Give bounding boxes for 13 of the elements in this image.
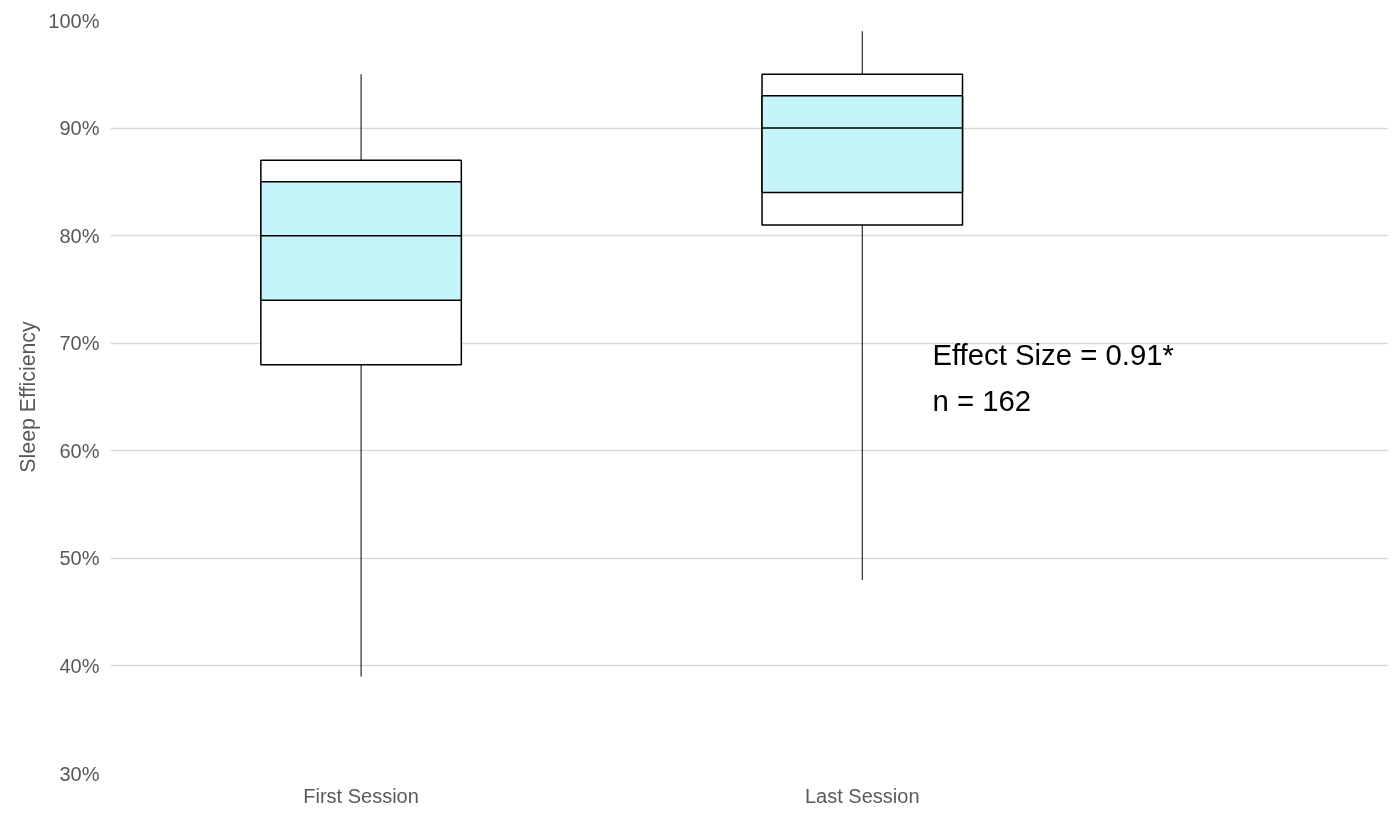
y-tick-label: 90% — [59, 117, 100, 140]
annotation: n = 162 — [932, 384, 1032, 418]
y-tick-label: 50% — [59, 547, 100, 570]
annotation: Effect Size = 0.91* — [932, 337, 1175, 371]
x-tick-label: First Session — [303, 784, 419, 807]
y-tick-label: 70% — [59, 332, 100, 355]
y-tick-label: 60% — [59, 439, 100, 462]
y-axis-title: Sleep Efficiency — [16, 320, 41, 473]
y-tick-label: 80% — [59, 224, 100, 247]
y-tick-label: 30% — [59, 762, 100, 785]
y-tick-label: 40% — [59, 654, 100, 677]
x-tick-label: Last Session — [805, 784, 920, 807]
y-tick-label: 100% — [48, 9, 100, 32]
